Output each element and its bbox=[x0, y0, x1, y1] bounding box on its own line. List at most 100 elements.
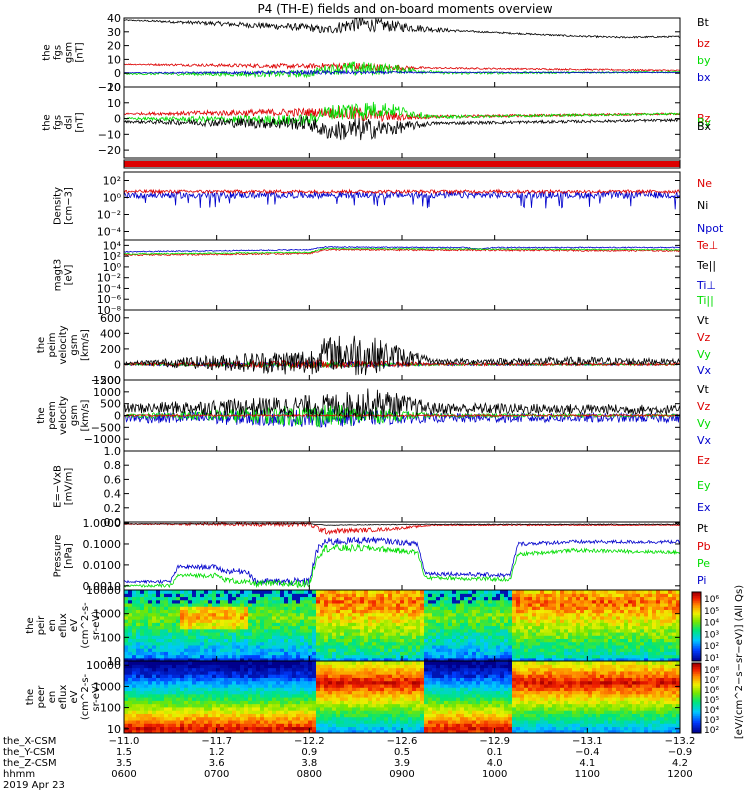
spectrogram-cell bbox=[312, 683, 317, 688]
spectrogram-cell bbox=[188, 661, 193, 665]
spectrogram-cell bbox=[448, 609, 453, 614]
spectrogram-cell bbox=[604, 606, 609, 610]
spectrogram-cell bbox=[232, 635, 237, 640]
spectrogram-cell bbox=[344, 687, 349, 692]
panel-plot-area bbox=[124, 590, 680, 661]
spectrogram-cell bbox=[404, 703, 409, 708]
spectrogram-cell bbox=[380, 654, 385, 659]
spectrogram-cell bbox=[448, 625, 453, 630]
spectrogram-cell bbox=[264, 638, 269, 643]
spectrogram-cell bbox=[376, 664, 381, 669]
spectrogram-cell bbox=[396, 590, 401, 594]
spectrogram-cell bbox=[520, 638, 525, 643]
spectrogram-cell bbox=[420, 599, 425, 604]
spectrogram-cell bbox=[176, 593, 181, 598]
spectrogram-cell bbox=[180, 693, 185, 698]
spectrogram-cell bbox=[552, 625, 557, 630]
spectrogram-cell bbox=[392, 706, 397, 711]
spectrogram-cell bbox=[384, 697, 389, 701]
spectrogram-cell bbox=[312, 687, 317, 692]
spectrogram-cell bbox=[184, 609, 189, 614]
spectrogram-cell bbox=[328, 651, 333, 656]
spectrogram-cell bbox=[260, 700, 265, 705]
spectrogram-cell bbox=[368, 612, 373, 617]
spectrogram-cell bbox=[148, 622, 153, 627]
spectrogram-cell bbox=[168, 606, 173, 610]
spectrogram-cell bbox=[616, 635, 621, 640]
spectrogram-cell bbox=[200, 631, 205, 636]
spectrogram-cell bbox=[528, 590, 533, 594]
spectrogram-cell bbox=[292, 700, 297, 705]
spectrogram-cell bbox=[468, 648, 473, 652]
spectrogram-cell bbox=[556, 648, 561, 652]
spectrogram-cell bbox=[284, 706, 289, 711]
spectrogram-cell bbox=[624, 625, 629, 630]
spectrogram-cell bbox=[400, 638, 405, 643]
spectrogram-cell bbox=[256, 615, 261, 620]
spectrogram-cell bbox=[420, 593, 425, 598]
spectrogram-cell bbox=[244, 719, 249, 724]
spectrogram-cell bbox=[320, 602, 325, 607]
spectrogram-cell bbox=[220, 693, 225, 698]
spectrogram-cell bbox=[256, 713, 261, 718]
spectrogram-cell bbox=[512, 609, 517, 614]
spectrogram-cell bbox=[300, 631, 305, 636]
spectrogram-cell bbox=[544, 631, 549, 636]
spectrogram-cell bbox=[560, 648, 565, 652]
spectrogram-cell bbox=[132, 606, 137, 610]
spectrogram-cell bbox=[576, 641, 581, 646]
spectrogram-cell bbox=[272, 700, 277, 705]
spectrogram-cell bbox=[324, 628, 329, 633]
spectrogram-cell bbox=[380, 622, 385, 627]
spectrogram-cell bbox=[168, 590, 173, 594]
spectrogram-cell bbox=[432, 651, 437, 656]
spectrogram-cell bbox=[676, 612, 680, 617]
spectrogram-cell bbox=[316, 710, 321, 714]
spectrogram-cell bbox=[348, 606, 353, 610]
spectrogram-cell bbox=[556, 641, 561, 646]
y-tick-label: −1000 bbox=[84, 433, 121, 446]
spectrogram-cell bbox=[672, 628, 677, 633]
spectrogram-cell bbox=[536, 593, 541, 598]
spectrogram-cell bbox=[424, 651, 429, 656]
spectrogram-cell bbox=[676, 602, 680, 607]
spectrogram-cell bbox=[532, 615, 537, 620]
spectrogram-cell bbox=[428, 641, 433, 646]
spectrogram-cell bbox=[276, 606, 281, 610]
spectrogram-cell bbox=[660, 644, 665, 649]
spectrogram-cell bbox=[268, 690, 273, 695]
spectrogram-cell bbox=[644, 648, 649, 652]
spectrogram-cell bbox=[616, 628, 621, 633]
spectrogram-cell bbox=[368, 710, 373, 714]
spectrogram-cell bbox=[300, 677, 305, 682]
spectrogram-cell bbox=[164, 667, 169, 672]
spectrogram-cell bbox=[180, 700, 185, 705]
spectrogram-cell bbox=[124, 690, 129, 695]
spectrogram-cell bbox=[460, 654, 465, 659]
spectrogram-cell bbox=[212, 615, 217, 620]
spectrogram-cell bbox=[188, 703, 193, 708]
spectrogram-cell bbox=[224, 654, 229, 659]
series-density-Ne bbox=[124, 188, 680, 195]
spectrogram-cell bbox=[452, 590, 457, 594]
spectrogram-cell bbox=[124, 716, 129, 721]
spectrogram-cell bbox=[380, 719, 385, 724]
spectrogram-cell bbox=[616, 641, 621, 646]
spectrogram-cell bbox=[556, 654, 561, 659]
spectrogram-cell bbox=[152, 602, 157, 607]
spectrogram-cell bbox=[124, 612, 129, 617]
spectrogram-cell bbox=[168, 723, 173, 728]
spectrogram-cell bbox=[396, 670, 401, 675]
spectrogram-cell bbox=[644, 631, 649, 636]
spectrogram-cell bbox=[604, 625, 609, 630]
spectrogram-cell bbox=[388, 713, 393, 718]
spectrogram-cell bbox=[576, 631, 581, 636]
spectrogram-cell bbox=[652, 628, 657, 633]
spectrogram-cell bbox=[200, 628, 205, 633]
spectrogram-cell bbox=[624, 593, 629, 598]
spectrogram-cell bbox=[140, 644, 145, 649]
spectrogram-cell bbox=[144, 612, 149, 617]
spectrogram-cell bbox=[216, 661, 221, 665]
spectrogram-cell bbox=[316, 729, 321, 733]
spectrogram-cell bbox=[148, 590, 153, 594]
